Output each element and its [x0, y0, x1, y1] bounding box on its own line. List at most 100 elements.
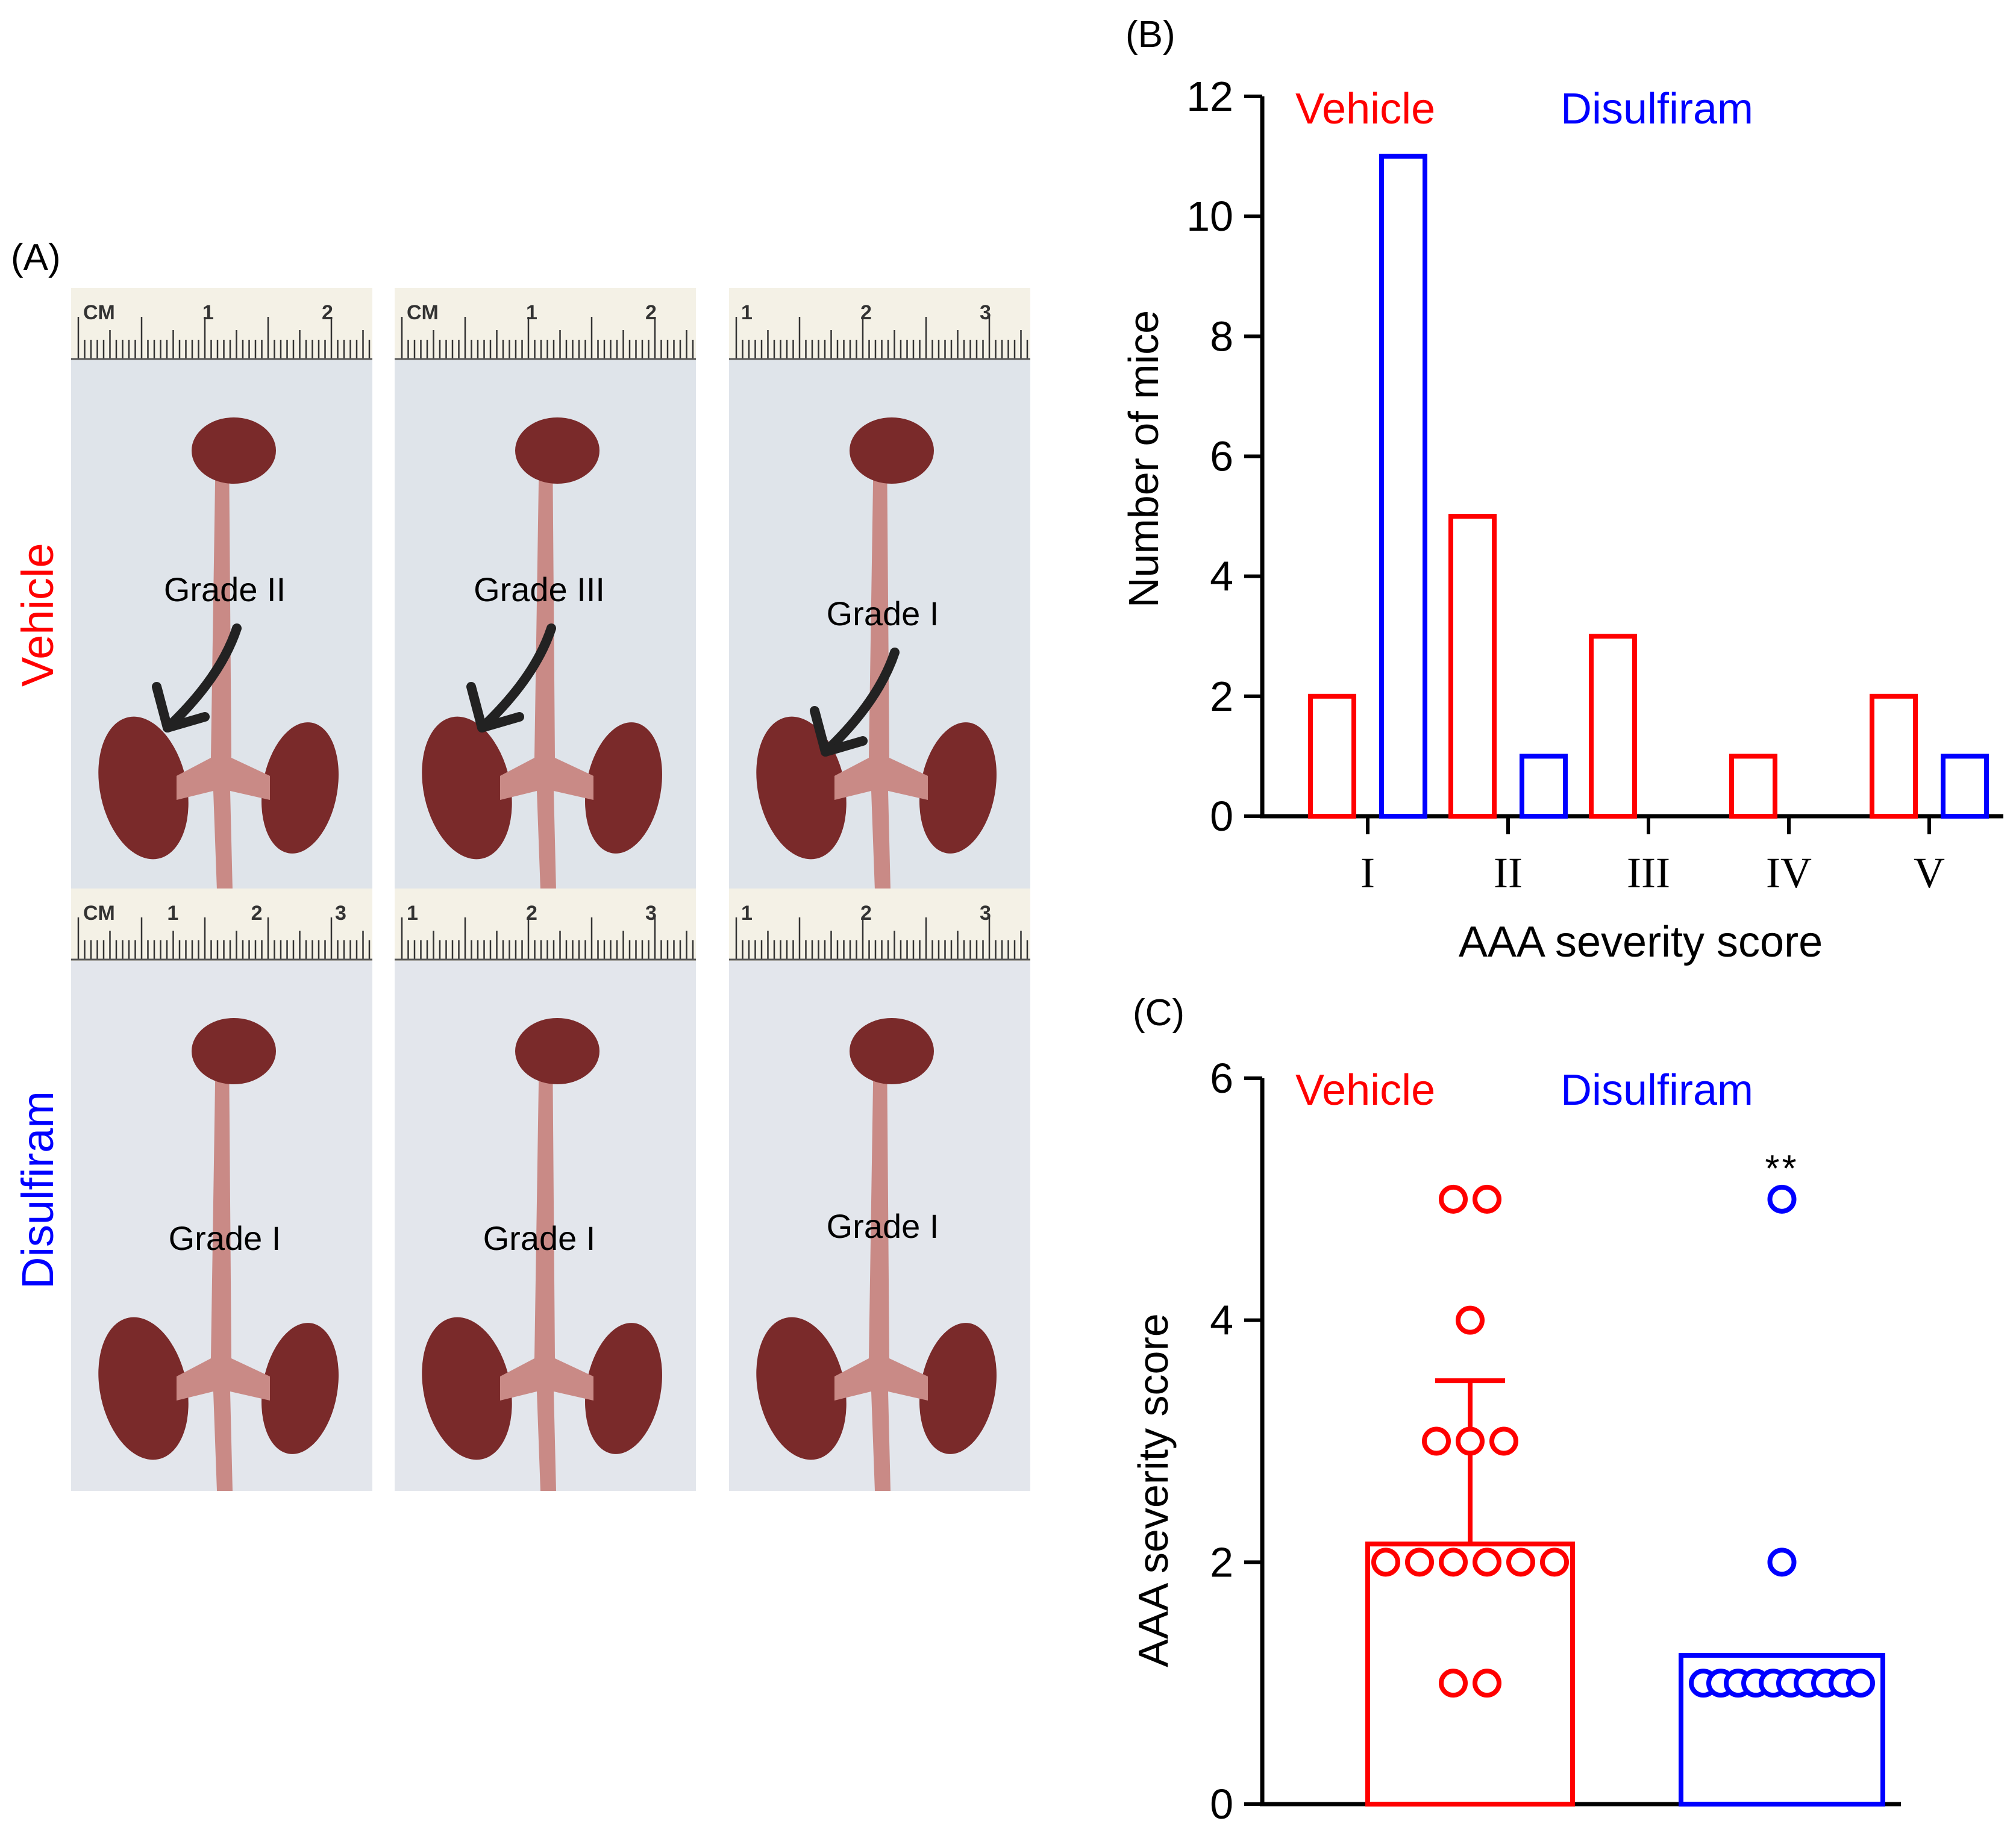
- disulfiram-data-point: [1846, 1669, 1875, 1698]
- disulfiram-data-point: [1767, 1184, 1797, 1214]
- left-kidney: [756, 1317, 847, 1460]
- heart: [515, 1018, 599, 1084]
- panel-a: (A) Vehicle Disulfiram CM 1 2 Grade II CM 1 2 G…: [11, 237, 1030, 1491]
- ruler-number: CM: [83, 902, 115, 925]
- vehicle-bar-III: [1589, 634, 1637, 819]
- ruler-number: 2: [251, 902, 263, 925]
- right-kidney: [585, 1323, 662, 1454]
- vehicle-data-point: [1456, 1305, 1485, 1335]
- grade-label: Grade I: [827, 1207, 939, 1245]
- ruler-number: 1: [202, 301, 214, 324]
- specimen-photo: CM 1 2 Grade II: [71, 288, 372, 890]
- ruler-number: 3: [980, 301, 991, 324]
- panel-b-bar-chart: (B) Vehicle Disulfiram Number of mice AA…: [1120, 14, 2003, 966]
- panel-b-x-tick-label: I: [1360, 849, 1375, 897]
- disulfiram-data-point: [1767, 1548, 1797, 1577]
- significance-annotation: **: [1765, 1148, 1798, 1190]
- vehicle-data-point: [1540, 1548, 1569, 1577]
- panel-c-y-tick-label: 0: [1210, 1781, 1233, 1824]
- vehicle-data-point: [1422, 1426, 1451, 1456]
- panel-b-x-tick-label: V: [1914, 849, 1945, 897]
- ruler-number: 2: [322, 301, 333, 324]
- vehicle-data-point: [1405, 1548, 1434, 1577]
- panel-c-scatter-bar-chart: (C) Vehicle Disulfiram AAA severity scor…: [1130, 992, 1901, 1824]
- vehicle-bar-II: [1448, 514, 1497, 819]
- ruler-number: 3: [645, 902, 657, 925]
- right-kidney: [585, 722, 662, 854]
- left-kidney: [98, 1317, 189, 1460]
- panel-c-label: (C): [1133, 992, 1185, 1034]
- panel-c-y-tick-label: 4: [1210, 1297, 1233, 1344]
- heart: [515, 417, 599, 484]
- panel-b-y-tick-label: 2: [1210, 673, 1233, 720]
- vehicle-data-point: [1371, 1548, 1400, 1577]
- arrow-shaft: [821, 648, 900, 757]
- vehicle-bar-IV: [1729, 754, 1777, 819]
- arrow-head: [466, 682, 524, 732]
- ruler-number: 1: [741, 301, 753, 324]
- specimen-photo: 1 2 3 Grade I: [729, 889, 1030, 1491]
- vehicle-data-point: [1506, 1548, 1535, 1577]
- panel-b-x-tick-label: III: [1627, 849, 1670, 897]
- vehicle-bar-I: [1308, 693, 1356, 819]
- aorta: [177, 1045, 270, 1491]
- right-kidney: [919, 722, 997, 854]
- panel-b-legend-vehicle: Vehicle: [1295, 85, 1435, 133]
- ruler-number: 2: [526, 902, 537, 925]
- aorta: [500, 445, 593, 890]
- heart: [850, 417, 934, 484]
- disulfiram-bar-II: [1520, 754, 1568, 819]
- panel-b-y-tick-label: 12: [1186, 73, 1233, 120]
- specimen-photo: CM 1 2 3 Grade I: [71, 889, 372, 1491]
- right-kidney: [919, 1323, 997, 1454]
- grade-label: Grade II: [164, 570, 286, 608]
- vehicle-data-point: [1473, 1184, 1501, 1214]
- ruler-number: CM: [83, 301, 115, 324]
- panel-b-y-axis-label: Number of mice: [1120, 310, 1167, 608]
- panel-c-legend-disulfiram: Disulfiram: [1561, 1066, 1753, 1114]
- panel-b-x-tick-label: II: [1494, 849, 1523, 897]
- vehicle-data-point: [1473, 1669, 1501, 1698]
- ruler-number: 1: [526, 301, 537, 324]
- aorta: [834, 1045, 928, 1491]
- vehicle-data-point: [1439, 1184, 1468, 1214]
- vehicle-data-point: [1473, 1548, 1501, 1577]
- panel-b-x-axis-label: AAA severity score: [1459, 918, 1823, 966]
- arrow-head: [810, 706, 868, 757]
- ruler-number: 2: [860, 902, 872, 925]
- panel-b-y-tick-label: 10: [1186, 193, 1233, 240]
- left-kidney: [422, 1317, 512, 1460]
- aorta: [834, 445, 928, 890]
- ruler-number: 3: [980, 902, 991, 925]
- panel-c-y-tick-label: 2: [1210, 1538, 1233, 1585]
- ruler-number: 1: [741, 902, 753, 925]
- heart: [850, 1018, 934, 1084]
- ruler-number: 1: [167, 902, 178, 925]
- ruler: [395, 889, 696, 961]
- arrow-head: [152, 682, 210, 732]
- panel-c-y-tick-label: 6: [1210, 1055, 1233, 1102]
- left-kidney: [422, 716, 512, 860]
- panel-b-y-tick-label: 6: [1210, 433, 1233, 480]
- panel-b-x-tick-label: IV: [1766, 849, 1812, 897]
- vehicle-data-point: [1489, 1426, 1518, 1456]
- ruler: [729, 288, 1030, 360]
- vehicle-data-point: [1439, 1548, 1468, 1577]
- ruler: [729, 889, 1030, 961]
- right-kidney: [261, 722, 339, 854]
- panel-b-legend-disulfiram: Disulfiram: [1561, 85, 1753, 133]
- grade-label: Grade III: [474, 570, 605, 608]
- panel-a-label: (A): [11, 237, 61, 278]
- panel-c-legend-vehicle: Vehicle: [1295, 1066, 1435, 1114]
- specimen-photo: CM 1 2 Grade III: [395, 288, 696, 890]
- vehicle-mean-bar: [1365, 1541, 1575, 1807]
- ruler: [71, 288, 372, 360]
- grade-label: Grade I: [169, 1219, 281, 1257]
- panel-b-label: (B): [1125, 14, 1175, 55]
- heart: [192, 1018, 276, 1084]
- right-kidney: [261, 1323, 339, 1454]
- aorta: [500, 1045, 593, 1491]
- vehicle-data-point: [1456, 1426, 1485, 1456]
- panel-b-y-tick-label: 4: [1210, 553, 1233, 600]
